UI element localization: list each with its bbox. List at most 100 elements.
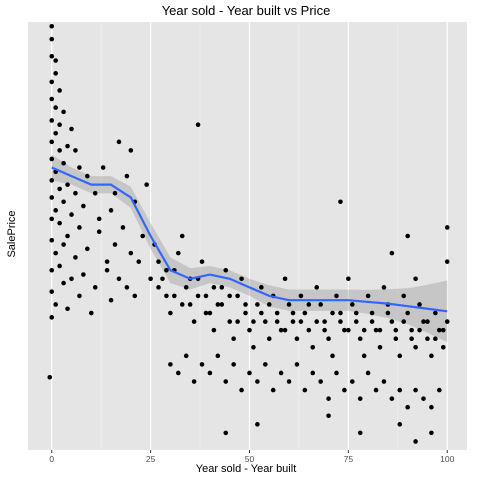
scatter-point bbox=[61, 199, 66, 205]
scatter-point bbox=[330, 310, 335, 316]
scatter-point bbox=[318, 379, 323, 384]
scatter-point bbox=[227, 293, 233, 299]
scatter-point bbox=[381, 285, 387, 290]
scatter-point bbox=[326, 336, 331, 342]
plot-panel: 0 25 50 75 100 bbox=[28, 22, 467, 464]
scatter-point bbox=[437, 387, 442, 393]
scatter-point bbox=[310, 370, 316, 376]
scatter-point bbox=[183, 353, 189, 359]
scatter-point bbox=[389, 250, 395, 256]
scatter-point bbox=[385, 310, 391, 316]
scatter-point bbox=[211, 285, 217, 290]
scatter-point bbox=[128, 148, 134, 153]
scatter-point bbox=[191, 319, 197, 324]
scatter-point bbox=[397, 422, 403, 427]
scatter-point bbox=[175, 250, 181, 256]
x-tick-label: 50 bbox=[245, 454, 255, 464]
scatter-point bbox=[65, 233, 70, 239]
scatter-point bbox=[69, 212, 74, 217]
scatter-point bbox=[346, 327, 351, 333]
scatter-point bbox=[57, 220, 62, 226]
scatter-point bbox=[413, 344, 418, 350]
scatter-point bbox=[211, 327, 217, 333]
scatter-point bbox=[278, 370, 284, 376]
scatter-point bbox=[49, 36, 55, 42]
scatter-point bbox=[57, 148, 62, 153]
scatter-point bbox=[357, 396, 363, 401]
scatter-point bbox=[116, 276, 122, 282]
scatter-point bbox=[49, 79, 55, 85]
scatter-point bbox=[373, 387, 379, 393]
scatter-point bbox=[49, 237, 55, 243]
scatter-point bbox=[290, 319, 296, 324]
scatter-point bbox=[235, 319, 240, 324]
scatter-point bbox=[306, 327, 312, 333]
scatter-point bbox=[81, 272, 86, 277]
scatter-point bbox=[421, 396, 426, 401]
scatter-point bbox=[251, 319, 256, 324]
scatter-point bbox=[262, 319, 268, 324]
scatter-point bbox=[61, 109, 66, 115]
scatter-point bbox=[298, 293, 304, 299]
scatter-point bbox=[322, 327, 327, 333]
scatter-point bbox=[207, 310, 213, 316]
scatter-point bbox=[294, 336, 300, 342]
scatter-point bbox=[417, 302, 422, 307]
scatter-point bbox=[369, 310, 375, 316]
scatter-point bbox=[389, 396, 395, 401]
scatter-point bbox=[140, 233, 145, 239]
scatter-point bbox=[401, 319, 407, 324]
scatter-point bbox=[57, 122, 62, 128]
scatter-point bbox=[128, 250, 134, 256]
scatter-point bbox=[53, 105, 58, 110]
scatter-point bbox=[270, 387, 276, 393]
scatter-point bbox=[49, 139, 55, 145]
scatter-point bbox=[49, 53, 55, 59]
scatter-point bbox=[334, 370, 339, 376]
scatter-point bbox=[187, 302, 193, 307]
scatter-point bbox=[357, 336, 363, 342]
scatter-point bbox=[92, 285, 98, 290]
scatter-point bbox=[69, 276, 74, 282]
scatter-point bbox=[259, 310, 264, 316]
scatter-point bbox=[286, 302, 292, 307]
scatter-point bbox=[77, 293, 82, 299]
scatter-point bbox=[57, 263, 62, 269]
scatter-point bbox=[440, 327, 446, 333]
scatter-point bbox=[73, 148, 78, 153]
scatter-point bbox=[346, 276, 351, 282]
scatter-point bbox=[444, 225, 450, 230]
scatter-point bbox=[223, 267, 229, 273]
scatter-point bbox=[405, 404, 410, 410]
scatter-point bbox=[405, 233, 410, 239]
scatter-point bbox=[96, 229, 102, 235]
scatter-point bbox=[290, 310, 296, 316]
scatter-point bbox=[65, 143, 70, 149]
scatter-point bbox=[429, 430, 434, 436]
scatter-point bbox=[409, 327, 414, 333]
scatter-point bbox=[243, 310, 248, 316]
scatter-point bbox=[85, 246, 90, 252]
y-axis-label: SalePrice bbox=[6, 210, 18, 257]
scatter-point bbox=[172, 293, 177, 299]
scatter-point bbox=[207, 370, 213, 376]
scatter-point bbox=[342, 387, 347, 393]
scatter-point bbox=[302, 387, 308, 393]
scatter-point bbox=[156, 259, 161, 264]
scatter-point bbox=[219, 302, 225, 307]
scatter-point bbox=[361, 327, 367, 333]
scatter-point bbox=[77, 165, 82, 170]
scatter-point bbox=[369, 319, 375, 324]
scatter-point bbox=[231, 362, 236, 367]
scatter-point bbox=[49, 118, 55, 123]
scatter-point bbox=[49, 195, 55, 200]
scatter-point bbox=[440, 344, 446, 350]
scatter-point bbox=[164, 293, 169, 299]
scatter-point bbox=[57, 88, 62, 93]
scatter-point bbox=[104, 267, 110, 273]
scatter-point bbox=[160, 276, 165, 282]
scatter-point bbox=[255, 422, 260, 427]
scatter-point bbox=[164, 267, 169, 273]
scatter-point bbox=[350, 302, 355, 307]
scatter-point bbox=[53, 58, 58, 63]
